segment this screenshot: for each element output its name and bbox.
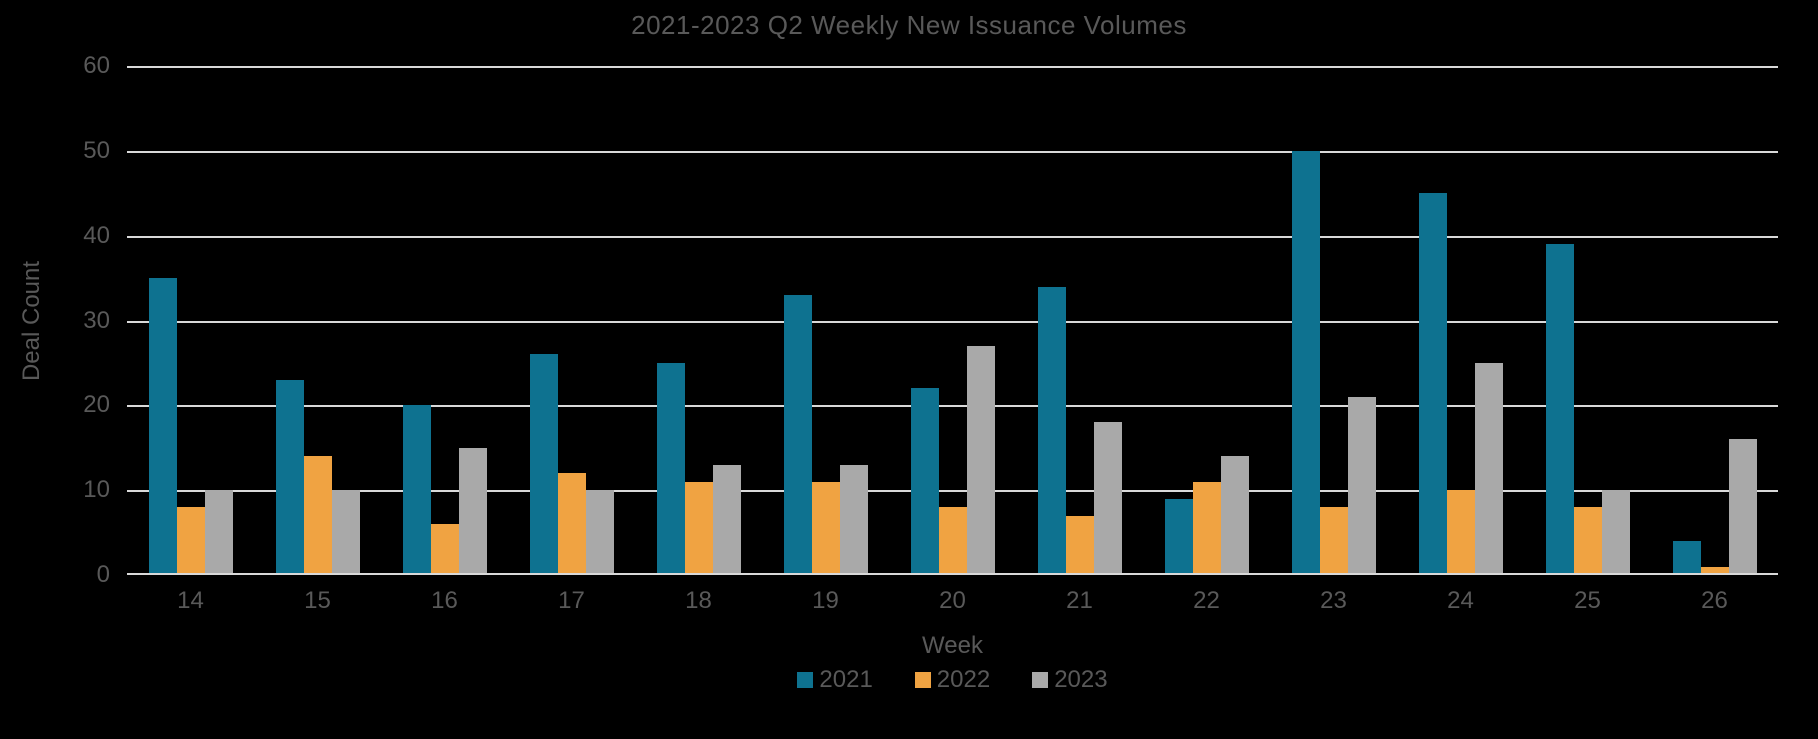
bar-2021-week-25 — [1545, 244, 1574, 575]
bar-2021-week-26 — [1672, 541, 1701, 575]
legend-label: 2022 — [936, 666, 991, 693]
chart-title: 2021-2023 Q2 Weekly New Issuance Volumes — [631, 10, 1187, 40]
x-tick-label-25: 25 — [1574, 587, 1601, 614]
bar-group-week-16 — [381, 66, 508, 575]
legend-item-2021: 2021 — [797, 666, 873, 693]
x-tick-label-21: 21 — [1066, 587, 1093, 614]
x-axis-tick-labels: 14 15 16 17 18 19 20 21 22 23 24 25 26 — [127, 589, 1778, 619]
bar-2021-week-24 — [1418, 193, 1447, 575]
bar-2022-week-21 — [1065, 515, 1094, 575]
legend-swatch-icon — [914, 672, 931, 688]
bar-2022-week-14 — [176, 507, 205, 575]
plot-area — [127, 66, 1778, 575]
bar-2023-week-23 — [1347, 396, 1376, 575]
bar-2021-week-14 — [148, 278, 177, 575]
bar-2022-week-19 — [811, 481, 840, 575]
bar-2023-week-26 — [1728, 439, 1757, 575]
y-axis-tick-labels: 0 10 20 30 40 50 60 — [0, 54, 110, 587]
y-tick-label-60: 60 — [83, 52, 110, 79]
bar-2021-week-22 — [1164, 498, 1193, 575]
bar-2021-week-19 — [783, 295, 812, 575]
bar-group-week-25 — [1524, 66, 1651, 575]
bar-2023-week-24 — [1474, 362, 1503, 575]
bar-2021-week-17 — [529, 354, 558, 575]
legend-label: 2021 — [819, 666, 873, 693]
bar-group-week-17 — [508, 66, 635, 575]
bar-2022-week-25 — [1573, 507, 1602, 575]
y-tick-label-30: 30 — [83, 306, 110, 334]
bar-group-week-14 — [127, 66, 254, 575]
legend-swatch-icon — [797, 672, 814, 688]
gridline-40 — [127, 235, 1778, 238]
x-axis-line — [127, 573, 1778, 575]
bar-2021-week-21 — [1037, 286, 1066, 575]
x-tick-label-16: 16 — [431, 587, 458, 614]
bar-group-week-18 — [635, 66, 762, 575]
bar-group-week-23 — [1270, 66, 1397, 575]
x-tick-label-15: 15 — [304, 587, 331, 614]
bar-2022-week-23 — [1319, 507, 1348, 575]
legend-item-2023: 2023 — [1032, 666, 1108, 693]
gridline-20 — [127, 405, 1778, 408]
bar-2023-week-22 — [1220, 456, 1249, 575]
bar-2022-week-17 — [557, 473, 586, 575]
y-tick-label-0: 0 — [96, 561, 110, 588]
legend: 2021 2022 2023 — [127, 668, 1778, 692]
bar-2021-week-15 — [275, 379, 304, 575]
bar-group-week-21 — [1016, 66, 1143, 575]
x-tick-label-22: 22 — [1193, 587, 1220, 614]
bar-2023-week-25 — [1601, 490, 1630, 575]
gridline-60 — [127, 66, 1778, 68]
bar-group-week-26 — [1651, 66, 1778, 575]
gridline-10 — [127, 490, 1778, 493]
x-tick-label-20: 20 — [939, 587, 966, 614]
bar-2023-week-18 — [712, 464, 741, 575]
x-tick-label-26: 26 — [1701, 587, 1728, 614]
legend-swatch-icon — [1032, 672, 1049, 688]
bar-2022-week-22 — [1192, 481, 1221, 575]
x-tick-label-14: 14 — [177, 587, 204, 614]
bar-2022-week-26 — [1700, 566, 1729, 575]
x-tick-label-19: 19 — [812, 587, 839, 614]
x-tick-label-23: 23 — [1320, 587, 1347, 614]
bar-2023-week-17 — [585, 490, 614, 575]
bar-2022-week-20 — [938, 507, 967, 575]
bar-2021-week-18 — [656, 362, 685, 575]
x-tick-label-17: 17 — [558, 587, 585, 614]
y-tick-label-20: 20 — [83, 391, 110, 419]
bar-2022-week-15 — [303, 456, 332, 575]
gridline-30 — [127, 320, 1778, 323]
legend-label: 2023 — [1054, 666, 1108, 693]
bar-group-week-24 — [1397, 66, 1524, 575]
bar-2022-week-18 — [684, 481, 713, 575]
y-tick-label-50: 50 — [83, 136, 110, 164]
bar-2022-week-16 — [430, 524, 459, 575]
bar-group-week-19 — [762, 66, 889, 575]
bar-group-week-15 — [254, 66, 381, 575]
bar-2023-week-14 — [204, 490, 233, 575]
bar-2021-week-23 — [1291, 150, 1320, 575]
bar-2022-week-24 — [1446, 490, 1475, 575]
bar-2023-week-15 — [331, 490, 360, 575]
bar-group-week-20 — [889, 66, 1016, 575]
x-tick-label-18: 18 — [685, 587, 712, 614]
bar-2021-week-16 — [402, 405, 431, 575]
x-tick-label-24: 24 — [1447, 587, 1474, 614]
bar-2023-week-20 — [966, 345, 995, 575]
y-tick-label-10: 10 — [83, 476, 110, 504]
bar-2021-week-20 — [910, 388, 939, 575]
bar-group-week-22 — [1143, 66, 1270, 575]
x-axis-title: Week — [922, 632, 983, 659]
bar-2023-week-21 — [1093, 422, 1122, 575]
bar-2023-week-16 — [458, 447, 487, 575]
bar-2023-week-19 — [839, 464, 868, 575]
gridline-50 — [127, 150, 1778, 153]
legend-item-2022: 2022 — [914, 666, 991, 693]
y-tick-label-40: 40 — [83, 221, 110, 249]
